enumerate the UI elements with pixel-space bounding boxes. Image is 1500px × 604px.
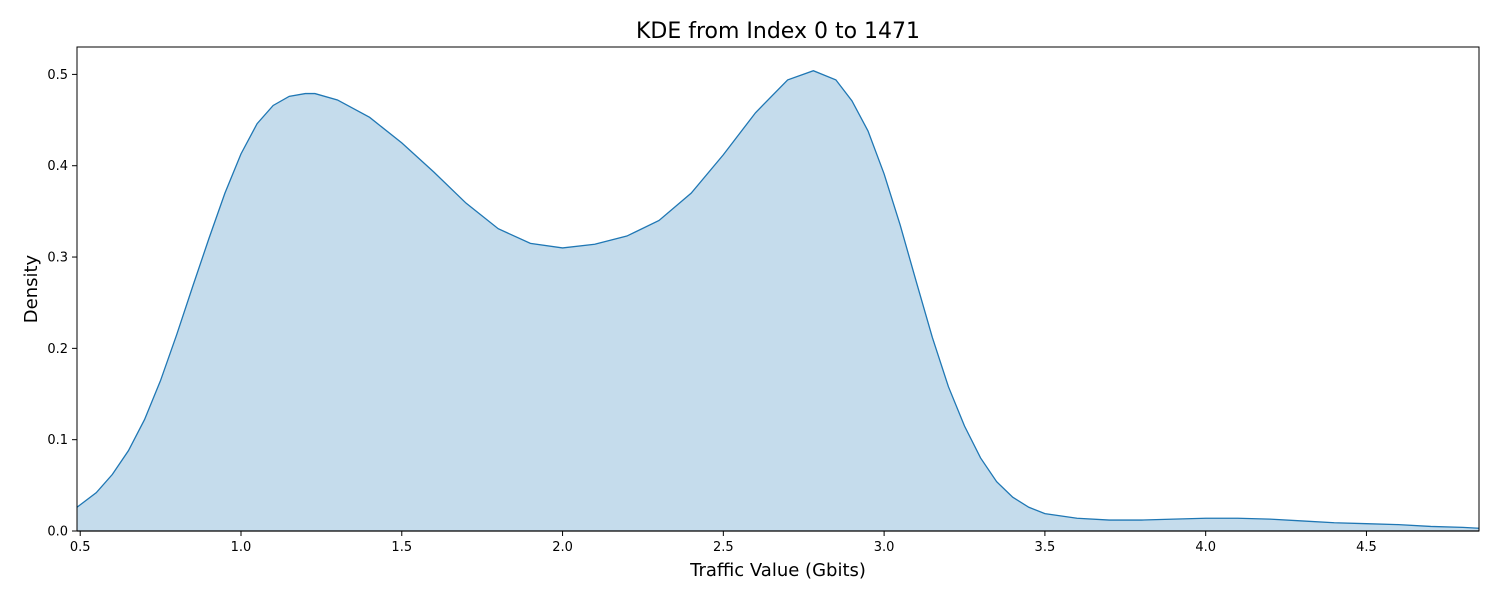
x-tick-label: 3.5 (1035, 540, 1056, 555)
y-axis-title: Density (21, 254, 42, 323)
x-axis-title: Traffic Value (Gbits) (689, 560, 866, 581)
chart-title: KDE from Index 0 to 1471 (636, 19, 920, 44)
y-tick-label: 0.5 (47, 68, 68, 83)
kde-line (76, 70, 1480, 529)
kde-area (77, 70, 1479, 532)
y-tick-label: 0.3 (47, 251, 68, 266)
plot-frame (76, 46, 1480, 532)
x-tick-label: 2.0 (552, 540, 573, 555)
x-tick-label: 1.5 (391, 540, 412, 555)
x-tick-label: 1.0 (231, 540, 252, 555)
y-tick-label: 0.2 (47, 342, 68, 357)
y-tick-label: 0.0 (47, 525, 68, 540)
y-tick-label: 0.4 (47, 159, 68, 174)
x-tick-label: 4.0 (1195, 540, 1216, 555)
x-tick-label: 2.5 (713, 540, 734, 555)
x-tick-label: 0.5 (70, 540, 91, 555)
x-tick-label: 3.0 (874, 540, 895, 555)
x-tick-label: 4.5 (1356, 540, 1377, 555)
plot-area: 0.5 1.0 1.5 2.0 2.5 3.0 3.5 4.0 4.5 0.0 0.1 0.2 0.3 0… (47, 46, 1480, 555)
y-tick-label: 0.1 (47, 433, 68, 448)
